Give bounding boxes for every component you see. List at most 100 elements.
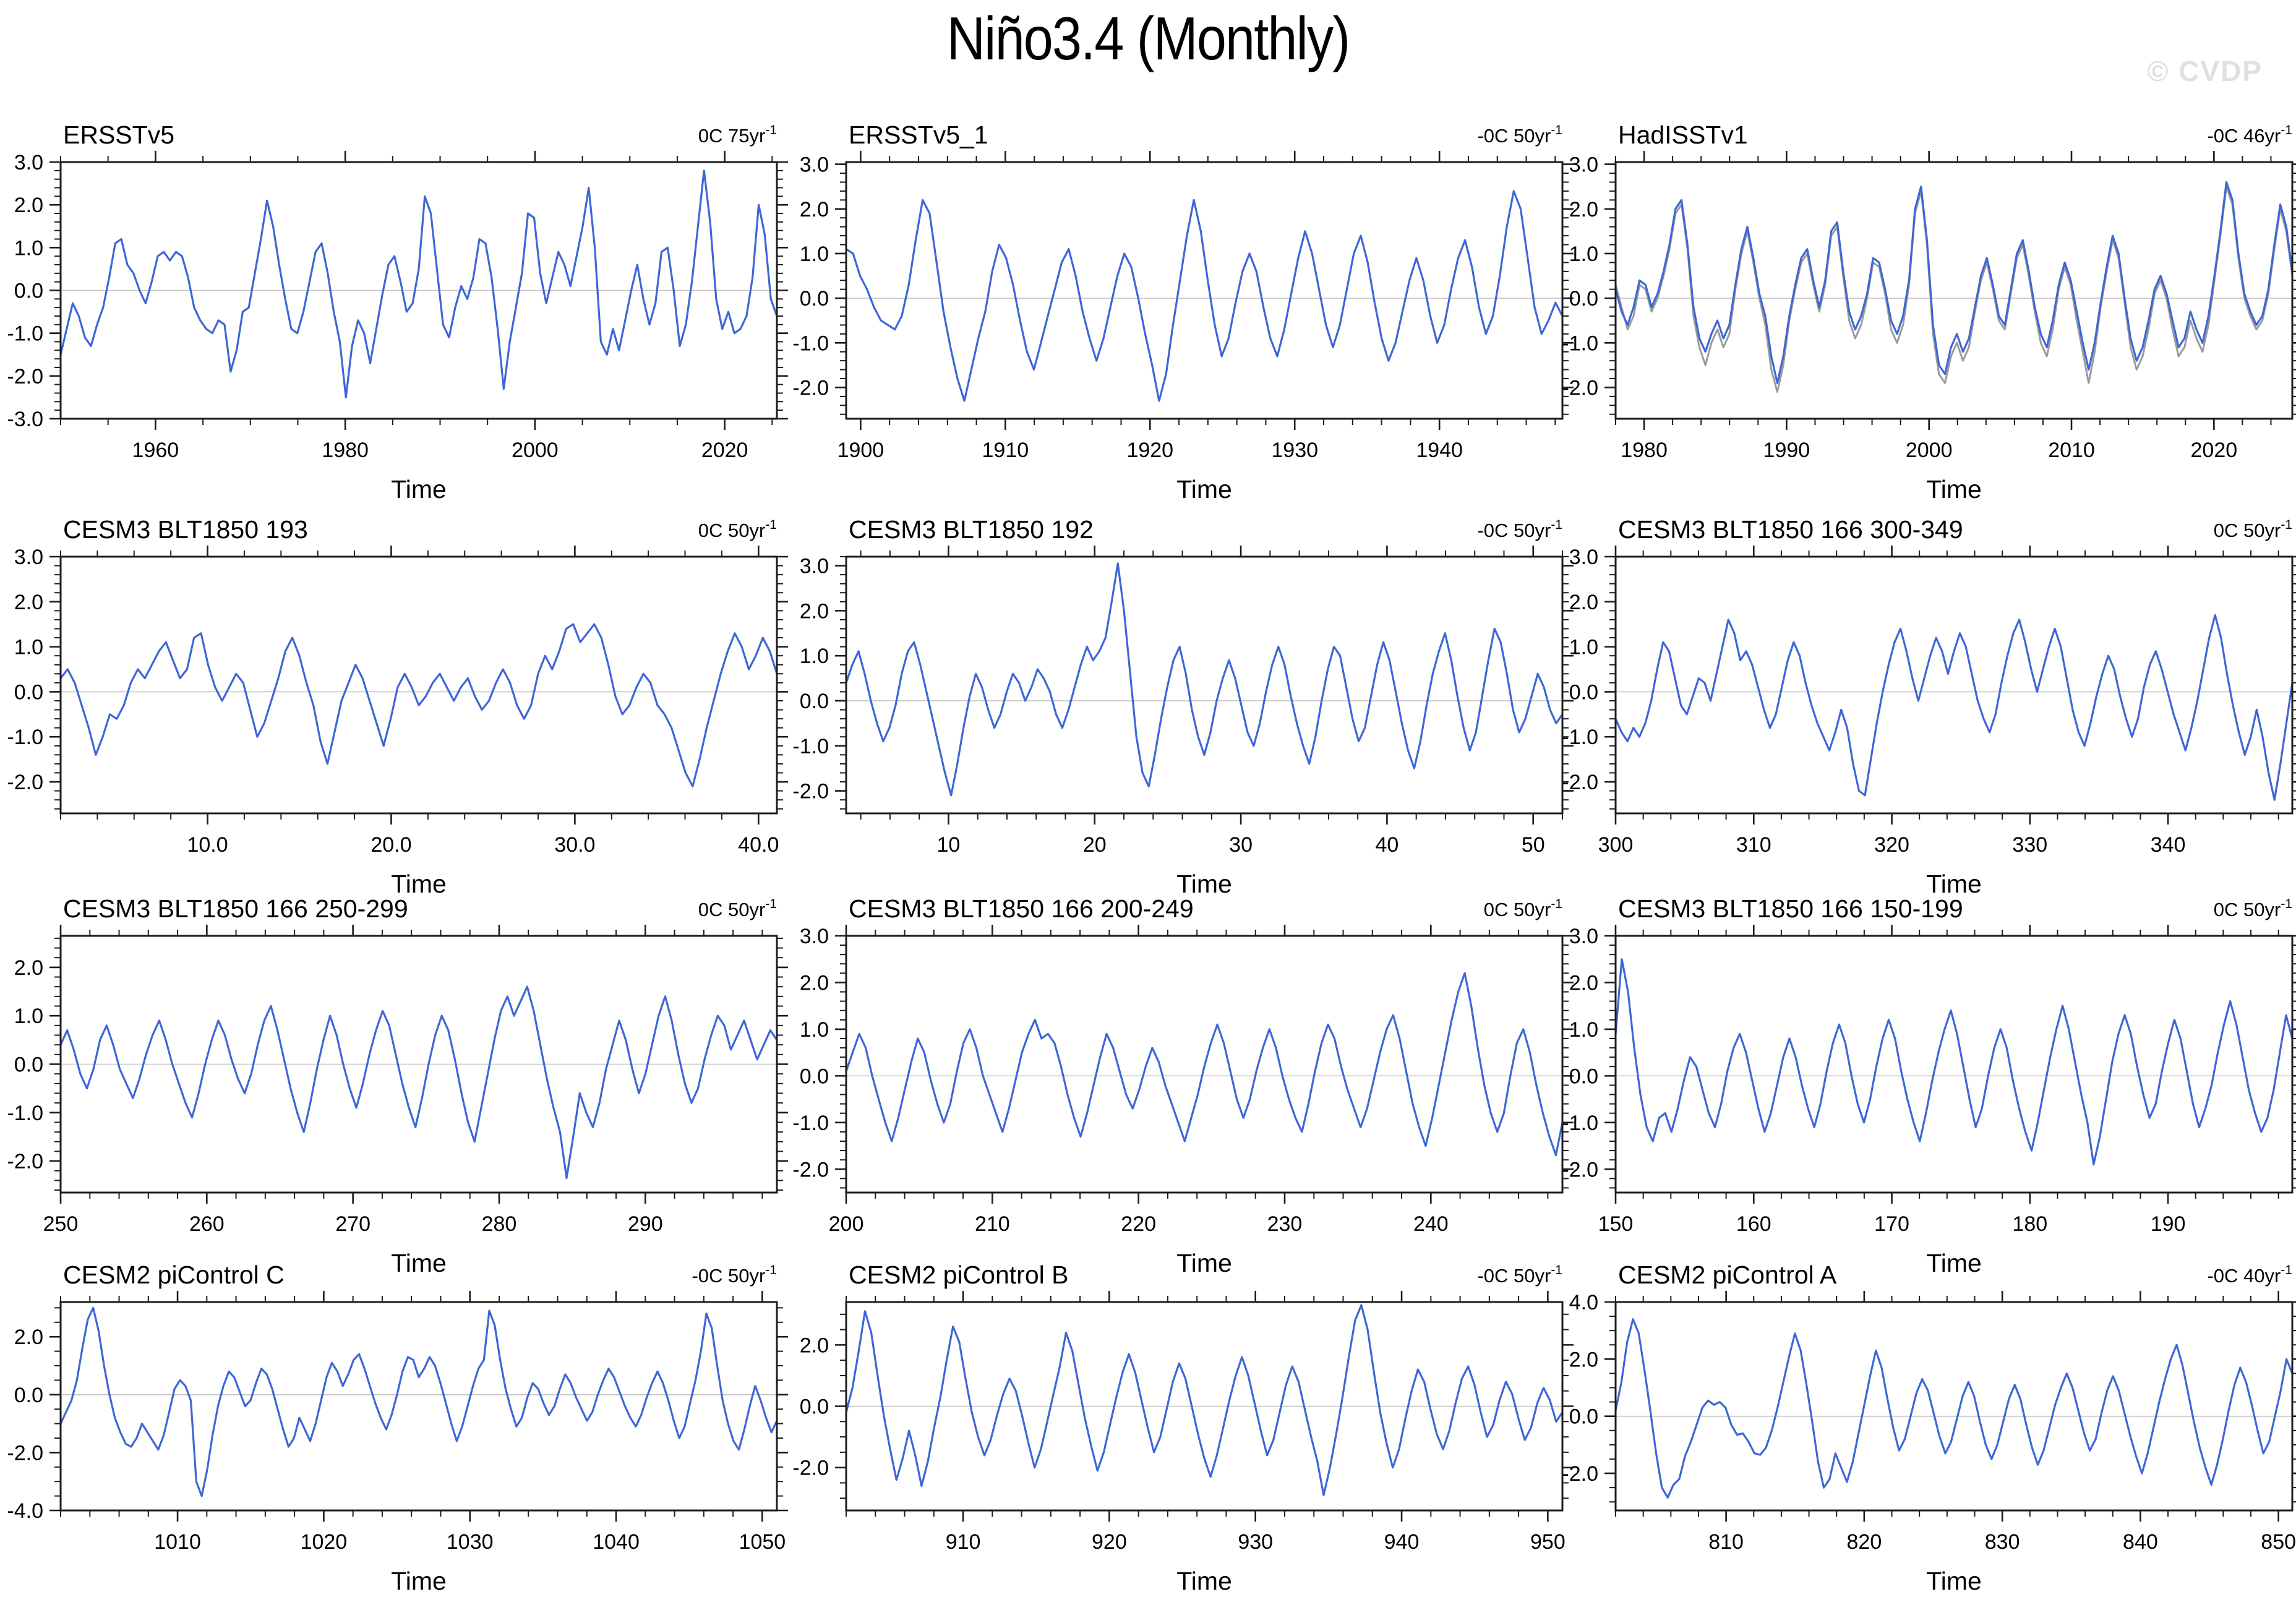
y-tick-label: -2.0	[792, 376, 829, 400]
axis-ticks	[835, 546, 1574, 825]
y-tick-label: 3.0	[1569, 925, 1598, 948]
x-tick-label: 280	[482, 1212, 517, 1236]
plot-frame	[59, 161, 778, 420]
x-axis-label: Time	[1926, 475, 1982, 503]
x-axis-label: Time	[391, 475, 447, 503]
x-tick-label: 290	[628, 1212, 663, 1236]
panel-title: CESM2 piControl C	[63, 1261, 285, 1289]
axis-ticks	[49, 1291, 788, 1522]
trend-annotation: -0C 46yr-1	[2207, 123, 2292, 147]
x-tick-label: 930	[1238, 1530, 1273, 1554]
plot-frame	[1614, 935, 2294, 1194]
y-tick-label: 3.0	[800, 925, 829, 948]
axis-ticks	[835, 925, 1574, 1204]
x-tick-label: 1050	[739, 1530, 786, 1554]
x-tick-label: 40	[1375, 833, 1399, 857]
y-tick-label: 2.0	[800, 1334, 829, 1357]
y-tick-label: 3.0	[14, 151, 43, 174]
y-tick-label: 0.0	[1569, 680, 1598, 704]
x-tick-label: 2020	[2191, 439, 2238, 462]
panel-cesm3-blt1850-166-250-299: 250 260 270 280 290 -2.0 -1.0 0.0 1.0 2.0 CESM3 BL…	[7, 894, 788, 1277]
plot-frame	[59, 555, 778, 815]
x-tick-label: 330	[2012, 833, 2047, 857]
plot-frame	[845, 935, 1564, 1194]
x-axis-label: Time	[391, 1567, 447, 1595]
x-axis-label: Time	[1926, 1567, 1982, 1595]
x-tick-label: 210	[975, 1212, 1010, 1236]
y-tick-label: -2.0	[7, 1150, 43, 1173]
y-tick-label: -1.0	[1562, 726, 1598, 749]
y-tick-label: 0.0	[14, 1053, 43, 1077]
page-title: Niño3.4 (Monthly)	[946, 4, 1350, 72]
x-tick-label: 20.0	[371, 833, 411, 857]
x-axis-label: Time	[1926, 1249, 1982, 1277]
panel-hadisstv1: 1980 1990 2000 2010 2020 -2.0 -1.0 0.0 1.0 2.0 3.0…	[1562, 121, 2296, 503]
x-tick-label: 1940	[1416, 439, 1463, 462]
y-tick-label: -1.0	[7, 322, 43, 346]
trend-annotation: 0C 50yr-1	[2214, 518, 2292, 541]
y-tick-label: 2.0	[1569, 198, 1598, 221]
panel-cesm2-picontrol-b: 910 920 930 940 950 -2.0 0.0 2.0 CESM2 piControl…	[792, 1261, 1574, 1595]
x-tick-label: 340	[2151, 833, 2186, 857]
y-tick-label: 1.0	[800, 242, 829, 266]
y-tick-label: 2.0	[14, 956, 43, 980]
axis-ticks	[835, 1291, 1574, 1522]
panel-title: ERSSTv5_1	[849, 121, 988, 149]
x-tick-label: 300	[1598, 833, 1634, 857]
axis-tick-labels: 1960 1980 2000 2020 -3.0 -2.0 -1.0 0.0 1.0 2.0 3.0	[7, 151, 748, 462]
axis-tick-labels: 1980 1990 2000 2010 2020 -2.0 -1.0 0.0 1.0 2.0 3.0	[1562, 153, 2237, 462]
x-axis-label: Time	[1176, 1249, 1232, 1277]
y-tick-label: -1.0	[1562, 1112, 1598, 1135]
x-tick-label: 1990	[1763, 439, 1810, 462]
x-axis-label: Time	[391, 1249, 447, 1277]
panel-title: CESM2 piControl B	[849, 1261, 1068, 1289]
trend-annotation: -0C 50yr-1	[1477, 1263, 1562, 1287]
x-tick-label: 1980	[322, 439, 369, 462]
panel-cesm3-blt1850-166-200-249: 200 210 220 230 240 -2.0 -1.0 0.0 1.0 2.0 3.0 CESM3…	[792, 894, 1574, 1277]
panel-title: CESM3 BLT1850 193	[63, 515, 308, 544]
panel-ersstv5: 1960 1980 2000 2020 -3.0 -2.0 -1.0 0.0 1.0 2.0 3.0…	[7, 121, 788, 503]
x-tick-label: 1960	[132, 439, 179, 462]
y-tick-label: -2.0	[792, 1457, 829, 1480]
y-tick-label: 3.0	[800, 555, 829, 578]
y-tick-label: 2.0	[800, 599, 829, 623]
panel-title: CESM3 BLT1850 166 200-249	[849, 894, 1194, 923]
plot-frame	[59, 1301, 778, 1512]
x-axis-label: Time	[1176, 1567, 1232, 1595]
x-tick-label: 1040	[593, 1530, 640, 1554]
x-tick-label: 200	[829, 1212, 864, 1236]
series-primary-line	[1616, 614, 2292, 801]
x-tick-label: 40.0	[738, 833, 779, 857]
series-primary-line	[1616, 181, 2292, 384]
series-primary-line	[61, 1306, 777, 1497]
y-tick-label: 2.0	[14, 591, 43, 614]
x-axis-label: Time	[1176, 475, 1232, 503]
panel-title: CESM3 BLT1850 166 250-299	[63, 894, 408, 923]
x-tick-label: 1980	[1621, 439, 1668, 462]
series-primary-line	[846, 972, 1562, 1157]
y-tick-label: 0.0	[800, 1065, 829, 1088]
x-tick-label: 840	[2123, 1530, 2158, 1554]
x-tick-label: 20	[1083, 833, 1107, 857]
x-tick-label: 1930	[1271, 439, 1318, 462]
y-tick-label: -2.0	[792, 780, 829, 803]
plot-frame	[1614, 1301, 2294, 1512]
y-tick-label: 1.0	[1569, 1018, 1598, 1042]
x-tick-label: 1010	[154, 1530, 201, 1554]
y-tick-label: 2.0	[1569, 591, 1598, 614]
trend-annotation: 0C 50yr-1	[698, 518, 777, 541]
axis-ticks	[835, 151, 1574, 430]
y-tick-label: -3.0	[7, 408, 43, 431]
y-tick-label: -1.0	[7, 1102, 43, 1125]
y-tick-label: -1.0	[792, 332, 829, 355]
y-tick-label: 1.0	[1569, 636, 1598, 659]
axis-tick-labels: 250 260 270 280 290 -2.0 -1.0 0.0 1.0 2.0	[7, 956, 662, 1236]
x-tick-label: 830	[1985, 1530, 2020, 1554]
x-tick-label: 50	[1522, 833, 1545, 857]
axis-ticks	[1604, 1291, 2296, 1522]
x-tick-label: 170	[1874, 1212, 1909, 1236]
x-tick-label: 1030	[447, 1530, 494, 1554]
trend-annotation: -0C 50yr-1	[1477, 123, 1562, 147]
axis-tick-labels: 300 310 320 330 340 -2.0 -1.0 0.0 1.0 2.0 3.0	[1562, 546, 2185, 857]
panel-cesm2-picontrol-c: 1010 1020 1030 1040 1050 -4.0 -2.0 0.0 2.0 CESM2 …	[7, 1261, 788, 1595]
